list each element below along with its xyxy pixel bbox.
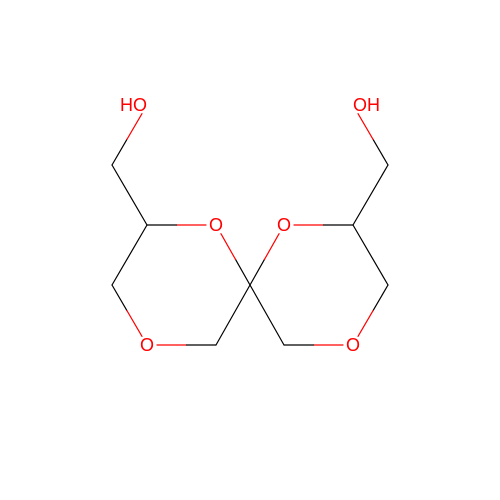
bond [353,225,388,285]
bond [373,139,388,165]
bond [353,165,388,225]
bond [235,259,250,285]
bond [358,114,373,140]
bond [358,311,373,337]
bond [250,285,284,345]
atom-label: O [140,335,154,355]
bond [112,225,147,285]
bond [373,285,388,311]
bond [127,311,142,337]
bond [127,114,142,140]
atom-label: OH [353,95,380,115]
molecule-diagram: O O HO O O OH [0,0,500,500]
atom-label: HO [120,95,147,115]
bond [112,285,127,311]
atom-label: O [209,215,223,235]
atom-label: O [277,215,291,235]
bond [221,234,236,260]
bond [216,285,250,345]
bond [265,234,280,260]
bond [250,259,265,285]
bond [112,165,147,225]
atom-label: O [346,335,360,355]
bond [112,139,127,165]
